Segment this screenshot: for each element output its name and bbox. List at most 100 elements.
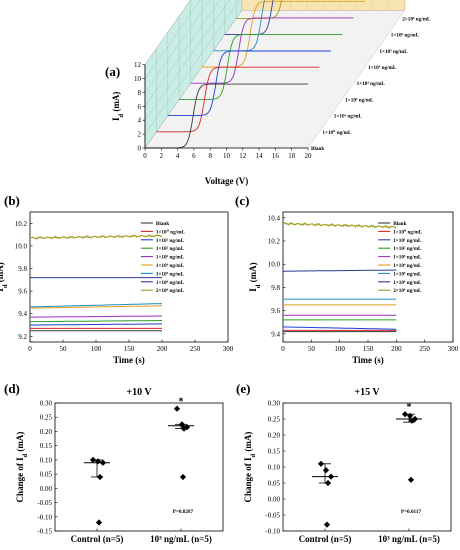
y-axis-title-sub: d	[255, 284, 262, 288]
x-tick-label: 16	[272, 152, 280, 160]
x-tick-label: 50	[308, 345, 316, 353]
series-line-8	[29, 233, 163, 240]
y-axis-title-sub: d	[118, 113, 125, 117]
y-tick-label: 10.0	[268, 261, 281, 269]
x-axis-title: Time (s)	[352, 355, 384, 365]
legend-label: Blank	[156, 221, 169, 227]
data-point	[322, 467, 330, 474]
x-tick-label: 4	[176, 152, 180, 160]
x-tick-label: 150	[124, 345, 135, 353]
legend-label: 1×10³ ng/mL	[393, 255, 422, 261]
p-value: P=0.0117	[401, 509, 422, 515]
y-tick-label: 9.8	[18, 265, 27, 273]
x-tick-label: 150	[363, 345, 374, 353]
y-tick-label: 9.6	[18, 288, 27, 296]
y-tick-label: 8	[138, 89, 142, 97]
depth-label: 1×10¹ ng/mL	[334, 114, 363, 120]
x-tick-label: 2	[160, 152, 164, 160]
y-tick-label: 12	[134, 61, 142, 69]
x-tick-label: 250	[190, 345, 201, 353]
legend-label: 1×10¹ ng/mL	[393, 238, 422, 244]
plot-frame	[282, 211, 454, 343]
left-wall-grid-line	[144, 0, 211, 93]
series-line-3	[29, 320, 162, 323]
x-tick-label: 300	[448, 345, 459, 353]
y-axis-title-main: I	[0, 288, 5, 292]
x-tick-label: 20	[305, 152, 313, 160]
y-tick-label: 2	[138, 131, 142, 139]
depth-label: 1×10⁴ ng/mL	[368, 65, 397, 71]
legend-label: 1×10¹ ng/mL	[156, 238, 185, 244]
panel-e-scatter-chart: +15 V -0.10 -0.05 0.00 0.05 0.10 0.15 0.20 0.25 0…	[243, 387, 452, 544]
y-axis-title: Id (mA)	[248, 262, 262, 291]
panel-d-scatter-chart: +10 V -0.15 -0.10 -0.05 0.00 0.05 0.10 0.15 0.20…	[15, 387, 224, 544]
legend-label: 1×10⁴ ng/mL	[393, 263, 422, 269]
iv-curve-1	[156, 66, 320, 133]
y-axis-title-rest: (mA)	[111, 92, 121, 114]
y-axis-title-rest: (mA)	[243, 432, 253, 454]
legend-label: 1×10⁴ ng/mL	[156, 263, 185, 269]
y-tick-label: 9.4	[18, 310, 27, 318]
x-tick-label: 300	[223, 345, 234, 353]
panel-label-c: (c)	[235, 193, 249, 208]
depth-label: 1×10⁰ ng/mL	[322, 130, 352, 136]
x-tick-label: 0	[281, 345, 285, 353]
panel-label-a: (a)	[105, 64, 120, 79]
y-tick-label: 0.25	[268, 416, 281, 424]
legend-label: 1×10⁰ ng/mL	[156, 229, 186, 235]
panel-label-d: (d)	[4, 381, 20, 396]
y-tick-label: -0.05	[265, 512, 280, 520]
x-tick-label: 0	[28, 345, 32, 353]
y-tick-label: 0.05	[268, 480, 281, 488]
data-point	[95, 519, 103, 526]
left-wall-grid-line	[144, 10, 243, 149]
x-tick-label: 250	[419, 345, 430, 353]
y-axis-title-rest: (mA)	[0, 262, 5, 284]
left-wall-grid-line	[144, 0, 201, 79]
left-wall-grid-line	[144, 0, 221, 107]
y-axis-title: Id (mA)	[111, 92, 125, 121]
y-axis-title: Change of Id (mA)	[15, 432, 29, 503]
y-tick-label: 0.05	[40, 471, 53, 479]
iv-curve-4	[190, 17, 354, 84]
y-tick-label: 0.10	[40, 456, 53, 464]
legend-label: 1×10³ ng/mL	[156, 255, 185, 261]
series-line-2	[283, 326, 397, 330]
left-wall-grid-line	[144, 0, 230, 121]
significance-star: *	[179, 397, 184, 408]
y-axis-title-main: I	[248, 288, 258, 292]
legend-label: 1×10² ng/mL	[156, 246, 185, 252]
x-axis-title: Voltage (V)	[205, 176, 248, 186]
data-point	[407, 476, 415, 483]
y-tick-label: 0.25	[40, 414, 53, 422]
series-line-5	[30, 305, 162, 309]
x-tick-label: Control (n=5)	[71, 534, 124, 544]
y-tick-label: 0.10	[268, 464, 281, 472]
legend-label: 2×10⁶ ng/mL	[393, 288, 422, 294]
y-tick-label: 10.2	[268, 238, 281, 246]
panel-a-3d-iv-chart: 2×10⁶ ng/mL 1×10⁶ ng/mL 1×10⁵ ng/mL 1×10⁴ n…	[111, 0, 431, 186]
x-tick-label: 100	[334, 345, 345, 353]
x-tick-label: 12	[239, 152, 247, 160]
x-tick-label: 0	[143, 152, 147, 160]
x-tick-label: Control (n=5)	[299, 534, 352, 544]
y-tick-label: 0.15	[268, 448, 281, 456]
y-tick-label: 10	[134, 75, 142, 83]
y-tick-label: 0.15	[40, 442, 53, 450]
x-tick-label: 14	[256, 152, 264, 160]
legend-label: 2×10⁶ ng/mL	[156, 288, 185, 294]
y-axis-title-sub: d	[2, 284, 9, 288]
y-tick-label: -0.05	[37, 499, 52, 507]
series-line-2	[30, 323, 162, 326]
left-wall-grid-line	[144, 0, 240, 135]
x-tick-label: 6	[192, 152, 196, 160]
y-tick-label: 0.20	[268, 432, 281, 440]
y-axis-title-sub: d	[22, 453, 29, 457]
panel-label-b: (b)	[4, 193, 20, 208]
legend-label: 1×10⁵ ng/mL	[393, 271, 422, 277]
x-tick-label: 100	[91, 345, 102, 353]
depth-label: 1×10⁶ ng/mL	[391, 33, 420, 39]
y-tick-label: -0.10	[265, 528, 280, 536]
x-tick-label: 10	[223, 152, 231, 160]
